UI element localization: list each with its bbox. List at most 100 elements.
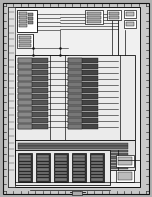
Bar: [68, 124, 82, 129]
Bar: [90, 153, 104, 182]
Bar: [68, 70, 98, 75]
Bar: [68, 76, 98, 81]
Bar: [18, 58, 48, 63]
Bar: [68, 64, 82, 69]
Bar: [73, 175, 85, 177]
Bar: [55, 155, 67, 157]
Bar: [18, 118, 32, 123]
Bar: [18, 82, 32, 87]
Bar: [18, 88, 48, 93]
Bar: [17, 34, 33, 48]
Bar: [19, 16, 27, 19]
Bar: [19, 155, 31, 157]
Bar: [18, 94, 32, 99]
Bar: [19, 20, 27, 23]
Bar: [68, 100, 98, 105]
Bar: [87, 20, 101, 23]
Bar: [15, 55, 135, 140]
Bar: [68, 58, 82, 63]
Bar: [68, 112, 82, 117]
Bar: [91, 158, 103, 161]
Bar: [19, 24, 27, 27]
Bar: [109, 12, 119, 15]
Bar: [68, 106, 98, 111]
Bar: [18, 163, 128, 165]
Bar: [28, 21, 33, 24]
Bar: [55, 162, 67, 164]
Bar: [68, 112, 98, 117]
Bar: [107, 10, 121, 20]
Bar: [19, 175, 31, 177]
Bar: [68, 88, 82, 93]
Bar: [19, 168, 31, 171]
Bar: [68, 82, 98, 87]
Bar: [116, 155, 134, 167]
Bar: [18, 112, 48, 117]
Bar: [54, 153, 68, 182]
Bar: [37, 165, 49, 167]
Bar: [37, 178, 49, 181]
Bar: [126, 12, 134, 16]
Bar: [91, 155, 103, 157]
Bar: [68, 100, 82, 105]
Bar: [18, 64, 32, 69]
Bar: [55, 178, 67, 181]
Bar: [118, 172, 132, 180]
Bar: [36, 153, 50, 182]
Bar: [85, 10, 103, 24]
Bar: [87, 16, 101, 19]
Bar: [37, 155, 49, 157]
Bar: [55, 158, 67, 161]
Bar: [28, 13, 33, 16]
Bar: [37, 158, 49, 161]
Bar: [18, 70, 48, 75]
Bar: [124, 20, 136, 28]
Bar: [55, 175, 67, 177]
Bar: [91, 165, 103, 167]
Bar: [72, 153, 86, 182]
Bar: [68, 70, 82, 75]
Bar: [109, 16, 119, 19]
Bar: [124, 10, 136, 18]
Bar: [73, 162, 85, 164]
Bar: [18, 166, 128, 169]
Bar: [68, 118, 98, 123]
Bar: [87, 12, 101, 15]
Bar: [18, 124, 48, 129]
Bar: [19, 12, 27, 15]
Bar: [91, 162, 103, 164]
Bar: [18, 58, 32, 63]
Bar: [91, 168, 103, 171]
Bar: [19, 165, 31, 167]
Bar: [18, 94, 48, 99]
Bar: [18, 146, 128, 149]
Bar: [73, 172, 85, 174]
Bar: [68, 124, 98, 129]
Bar: [73, 155, 85, 157]
Bar: [19, 172, 31, 174]
Bar: [68, 82, 82, 87]
Bar: [18, 100, 32, 105]
Bar: [73, 178, 85, 181]
Bar: [91, 172, 103, 174]
Bar: [18, 124, 32, 129]
Bar: [91, 175, 103, 177]
Bar: [91, 178, 103, 181]
Bar: [18, 160, 128, 162]
Bar: [116, 170, 134, 182]
Bar: [15, 140, 135, 170]
Bar: [68, 76, 82, 81]
Bar: [19, 36, 31, 39]
Bar: [19, 44, 31, 47]
Bar: [118, 157, 132, 165]
Bar: [55, 165, 67, 167]
Bar: [68, 94, 98, 99]
Bar: [18, 153, 128, 155]
Bar: [37, 172, 49, 174]
Bar: [18, 118, 48, 123]
Bar: [8, 7, 15, 187]
Bar: [18, 153, 32, 182]
Bar: [73, 158, 85, 161]
Bar: [18, 76, 32, 81]
Bar: [18, 82, 48, 87]
